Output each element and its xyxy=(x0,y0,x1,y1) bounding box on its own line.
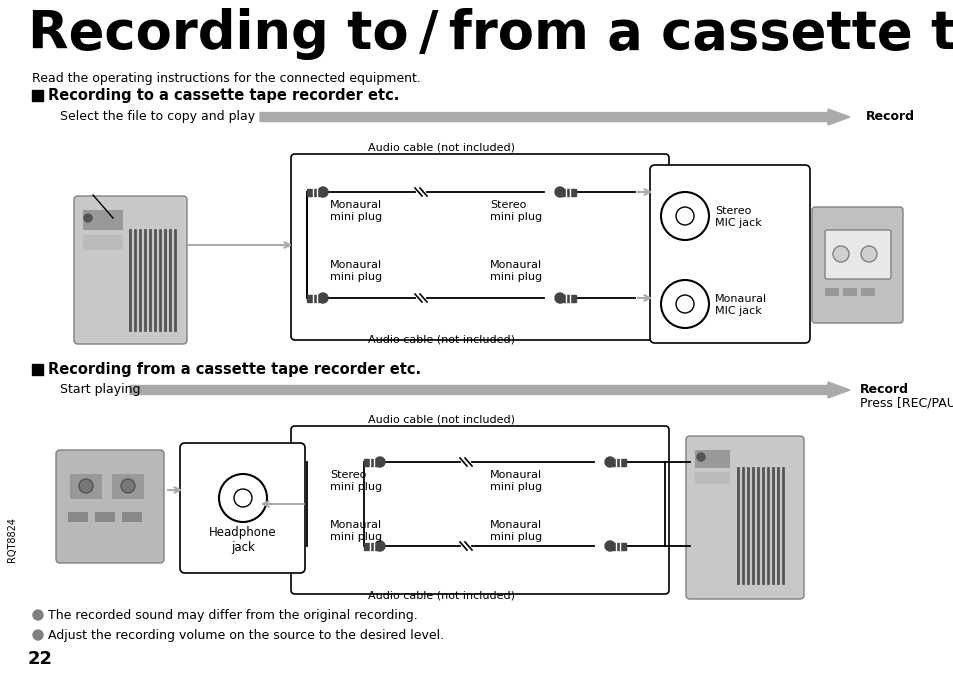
Text: Recording to a cassette tape recorder etc.: Recording to a cassette tape recorder et… xyxy=(48,88,399,103)
Text: Stereo
MIC jack: Stereo MIC jack xyxy=(714,206,760,227)
Circle shape xyxy=(33,630,43,640)
Circle shape xyxy=(233,489,252,507)
Text: Monaural
mini plug: Monaural mini plug xyxy=(330,200,382,221)
FancyBboxPatch shape xyxy=(291,426,668,594)
Text: Monaural
mini plug: Monaural mini plug xyxy=(330,260,382,282)
FancyArrow shape xyxy=(130,382,849,398)
Text: Audio cable (not included): Audio cable (not included) xyxy=(368,334,515,344)
Text: Monaural
mini plug: Monaural mini plug xyxy=(330,520,382,542)
Circle shape xyxy=(555,293,564,303)
FancyBboxPatch shape xyxy=(291,154,668,340)
Text: Monaural
mini plug: Monaural mini plug xyxy=(490,470,541,492)
FancyBboxPatch shape xyxy=(74,196,187,344)
Text: Audio cable (not included): Audio cable (not included) xyxy=(368,590,515,600)
Bar xyxy=(861,288,874,296)
Bar xyxy=(83,210,123,230)
Circle shape xyxy=(555,187,564,197)
Text: Stereo
mini plug: Stereo mini plug xyxy=(490,200,541,221)
Text: Recording from a cassette tape recorder etc.: Recording from a cassette tape recorder … xyxy=(48,362,420,377)
Circle shape xyxy=(79,479,92,493)
FancyBboxPatch shape xyxy=(649,165,809,343)
FancyBboxPatch shape xyxy=(180,443,305,573)
Bar xyxy=(364,542,379,550)
Text: Monaural
MIC jack: Monaural MIC jack xyxy=(714,294,766,315)
Bar xyxy=(32,364,43,375)
Bar xyxy=(824,288,838,296)
Bar xyxy=(364,458,379,466)
Circle shape xyxy=(676,295,693,313)
Bar xyxy=(609,542,625,550)
Text: Start playing: Start playing xyxy=(60,383,140,396)
Bar xyxy=(112,474,144,499)
Text: RQT8824: RQT8824 xyxy=(7,517,17,563)
Bar xyxy=(68,512,88,522)
Text: Record: Record xyxy=(865,110,914,123)
Circle shape xyxy=(375,541,385,551)
Bar xyxy=(559,294,576,301)
Text: 22: 22 xyxy=(28,650,53,668)
Text: Read the operating instructions for the connected equipment.: Read the operating instructions for the … xyxy=(32,72,420,85)
Text: Audio cable (not included): Audio cable (not included) xyxy=(368,142,515,152)
Circle shape xyxy=(861,246,876,262)
Bar xyxy=(95,512,115,522)
Text: The recorded sound may differ from the original recording.: The recorded sound may differ from the o… xyxy=(48,609,417,622)
Text: Adjust the recording volume on the source to the desired level.: Adjust the recording volume on the sourc… xyxy=(48,629,444,642)
Circle shape xyxy=(375,457,385,467)
Circle shape xyxy=(84,214,91,222)
Circle shape xyxy=(317,293,328,303)
Bar xyxy=(842,288,856,296)
Bar xyxy=(122,512,142,522)
Bar xyxy=(559,188,576,196)
Bar xyxy=(307,188,323,196)
Circle shape xyxy=(660,192,708,240)
Circle shape xyxy=(676,207,693,225)
FancyBboxPatch shape xyxy=(56,450,164,563)
Bar xyxy=(695,450,729,468)
FancyArrow shape xyxy=(260,109,849,125)
Text: Recording to / from a cassette tape: Recording to / from a cassette tape xyxy=(28,8,953,60)
Text: Headphone
jack: Headphone jack xyxy=(209,526,276,554)
Text: Monaural
mini plug: Monaural mini plug xyxy=(490,520,541,542)
Bar xyxy=(32,90,43,101)
Circle shape xyxy=(121,479,135,493)
Circle shape xyxy=(604,457,615,467)
Circle shape xyxy=(33,610,43,620)
Circle shape xyxy=(832,246,848,262)
Text: Record: Record xyxy=(859,383,908,396)
FancyBboxPatch shape xyxy=(811,207,902,323)
FancyBboxPatch shape xyxy=(685,436,803,599)
Bar xyxy=(307,294,323,301)
Text: Audio cable (not included): Audio cable (not included) xyxy=(368,415,515,425)
Bar xyxy=(70,474,102,499)
Circle shape xyxy=(604,541,615,551)
Text: Stereo
mini plug: Stereo mini plug xyxy=(330,470,382,492)
Circle shape xyxy=(697,453,704,461)
Bar xyxy=(83,235,123,250)
Bar xyxy=(609,458,625,466)
Bar xyxy=(695,472,729,484)
Text: Monaural
mini plug: Monaural mini plug xyxy=(490,260,541,282)
Circle shape xyxy=(317,187,328,197)
Text: Press [REC/PAUSE]: Press [REC/PAUSE] xyxy=(859,396,953,409)
Circle shape xyxy=(660,280,708,328)
Text: Select the file to copy and play: Select the file to copy and play xyxy=(60,110,254,123)
Circle shape xyxy=(219,474,267,522)
FancyBboxPatch shape xyxy=(824,230,890,279)
